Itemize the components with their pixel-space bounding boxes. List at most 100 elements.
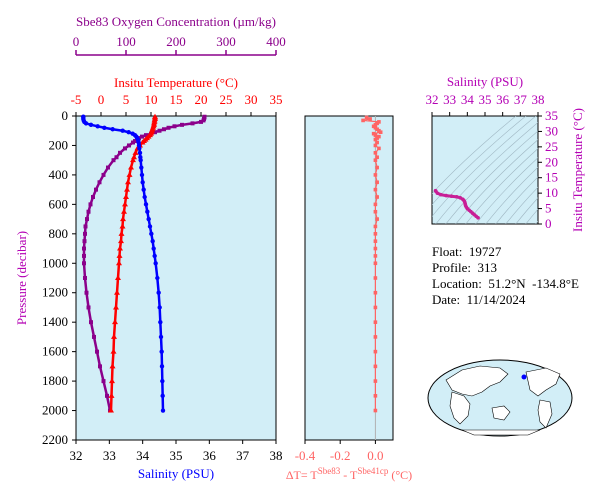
ts-temperature-tick-label: 10 — [545, 185, 558, 200]
oxygen-point — [199, 119, 203, 124]
salinity-axis: 32 33 34 35 36 37 38 — [70, 440, 283, 463]
dt-axis: -0.4 -0.2 0.0 — [295, 116, 384, 463]
dt-tick-label: -0.2 — [330, 448, 351, 463]
float-info-line: Float: 19727 — [432, 244, 501, 260]
temperature-point — [113, 304, 119, 310]
oxygen-point — [172, 124, 177, 129]
dt-point — [373, 349, 378, 354]
ts-temperature-tick-label: 5 — [545, 201, 552, 216]
pressure-tick-label: 2200 — [42, 432, 68, 447]
oxygen-point — [123, 146, 127, 151]
salinity-point — [88, 122, 94, 128]
salinity-point — [139, 172, 145, 178]
ts-temperature-tick-label: 30 — [545, 123, 558, 138]
dt-point — [373, 305, 378, 310]
ts-contour-line — [445, 130, 538, 224]
dt-point — [373, 224, 378, 229]
salinity-point — [151, 246, 156, 251]
dt-point — [373, 246, 378, 251]
salinity-point — [158, 319, 163, 325]
salinity-point — [158, 334, 164, 340]
oxygen-point — [92, 334, 96, 339]
oxygen-point — [180, 122, 184, 127]
temperature-tick-label: 0 — [98, 92, 105, 107]
oxygen-point — [162, 127, 166, 132]
oxygen-point — [85, 217, 89, 222]
salinity-point — [160, 393, 165, 399]
salinity-point — [155, 275, 160, 281]
ts-contour-line — [455, 139, 538, 224]
salinity-point — [110, 127, 115, 132]
ts-contour-line — [485, 166, 538, 224]
dt-point — [373, 209, 378, 214]
dt-point — [373, 276, 378, 280]
temperature-point — [110, 348, 117, 354]
dt-point — [364, 115, 369, 120]
pressure-tick-label: 1200 — [42, 285, 68, 300]
oxygen-tick-label: 200 — [166, 34, 186, 49]
temperature-tick-label: 30 — [245, 92, 258, 107]
oxygen-point — [82, 261, 86, 266]
salinity-axis-title: Salinity (PSU) — [138, 466, 214, 481]
oxygen-point — [86, 209, 91, 214]
oxygen-tick-label: 300 — [216, 34, 236, 49]
temperature-point — [122, 201, 128, 207]
salinity-point — [102, 125, 107, 130]
salinity-point — [159, 349, 164, 354]
salinity-tick-label: 35 — [170, 448, 183, 463]
dt-point — [373, 143, 378, 148]
dt-point — [373, 202, 378, 207]
temperature-tick-label: -5 — [71, 92, 82, 107]
temperature-axis-title: Insitu Temperature (°C) — [114, 75, 238, 90]
world-map — [427, 359, 573, 437]
temperature-point — [126, 171, 133, 177]
pressure-tick-label: 600 — [49, 196, 69, 211]
salinity-point — [95, 124, 100, 129]
dt-series — [361, 115, 383, 413]
temperature-point — [115, 275, 121, 280]
oxygen-point — [83, 231, 87, 236]
profile-value: 313 — [477, 260, 498, 275]
temperature-tick-label: 25 — [220, 92, 233, 107]
oxygen-point — [84, 290, 89, 295]
ts-contour-line — [465, 148, 538, 224]
dt-point — [373, 151, 378, 155]
temperature-point — [118, 238, 124, 244]
profile-label: Profile: — [432, 260, 471, 275]
salinity-point — [120, 128, 125, 133]
ts-contour-line — [435, 122, 538, 224]
oxygen-point — [144, 133, 148, 138]
pressure-tick-label: 0 — [62, 108, 69, 123]
pressure-tick-label: 1600 — [42, 344, 68, 359]
location-value: 51.2°N -134.8°E — [488, 276, 579, 291]
ts-temperature-tick-label: 35 — [545, 108, 558, 123]
ts-salinity-tick-label: 32 — [426, 92, 439, 107]
ts-contour-line — [495, 176, 538, 224]
salinity-point — [142, 194, 147, 200]
salinity-point — [141, 187, 146, 192]
ts-contour-line — [505, 186, 538, 224]
map-land-north-america — [525, 367, 561, 397]
ts-contour-line — [515, 197, 538, 224]
oxygen-point — [94, 187, 98, 192]
oxygen-point — [118, 150, 122, 155]
ts-point — [439, 192, 443, 197]
pressure-tick-label: 2000 — [42, 403, 68, 418]
dt-point — [375, 195, 379, 199]
dt-point — [377, 146, 381, 151]
oxygen-point — [95, 349, 99, 354]
float-label: Float: — [432, 244, 463, 259]
dt-point — [373, 254, 378, 258]
oxygen-point — [86, 305, 91, 310]
dt-point — [375, 165, 379, 170]
salinity-point — [160, 408, 166, 413]
oxygen-point — [114, 155, 119, 160]
dt-point — [373, 137, 378, 142]
date-value: 11/14/2024 — [466, 292, 526, 307]
dt-point — [375, 155, 379, 160]
dt-point — [378, 130, 383, 134]
temperature-point — [108, 392, 115, 398]
location-label: Location: — [432, 276, 482, 291]
ts-temperature-tick-label: 0 — [545, 216, 552, 231]
